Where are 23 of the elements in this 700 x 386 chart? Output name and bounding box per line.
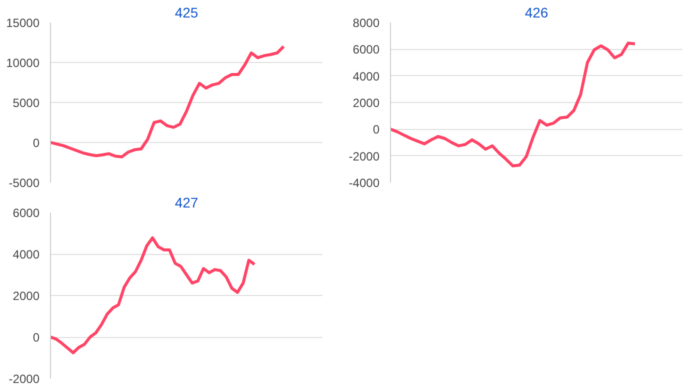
y-tick-label: 0 [32, 330, 40, 344]
chart-title: 427 [174, 194, 198, 210]
y-tick-label: 8000 [352, 16, 380, 30]
line-series [50, 236, 256, 354]
y-tick-label: -5000 [8, 176, 40, 190]
chart-title: 426 [524, 4, 548, 20]
y-tick-label: -4000 [348, 176, 380, 190]
chart-title: 425 [174, 4, 198, 20]
y-tick-label: 2000 [12, 289, 40, 303]
y-tick-label: -2000 [348, 149, 380, 164]
line-series [50, 45, 286, 158]
y-tick-label: 6000 [352, 42, 380, 57]
y-tick-label: 4000 [352, 69, 380, 84]
y-tick-label: 5000 [12, 96, 40, 110]
y-tick-label: 2000 [352, 96, 380, 110]
line-series [390, 42, 636, 168]
y-tick-label: -2000 [8, 372, 40, 386]
y-tick-label: 6000 [12, 206, 40, 220]
y-tick-label: 15000 [6, 16, 40, 30]
y-tick-label: 10000 [6, 56, 40, 70]
y-tick-label: 4000 [12, 248, 40, 262]
y-tick-label: 0 [372, 122, 380, 137]
y-tick-label: 0 [32, 136, 40, 150]
